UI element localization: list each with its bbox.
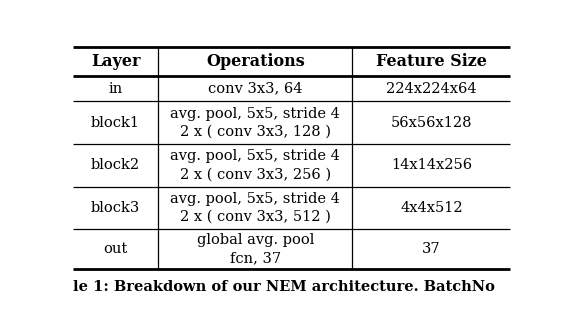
Text: Layer: Layer xyxy=(91,53,140,70)
Text: Operations: Operations xyxy=(206,53,305,70)
Text: 37: 37 xyxy=(422,242,441,256)
Text: block3: block3 xyxy=(91,201,140,215)
Text: avg. pool, 5x5, stride 4
2 x ( conv 3x3, 512 ): avg. pool, 5x5, stride 4 2 x ( conv 3x3,… xyxy=(171,192,340,224)
Text: 56x56x128: 56x56x128 xyxy=(391,116,472,130)
Text: block1: block1 xyxy=(91,116,140,130)
Text: 4x4x512: 4x4x512 xyxy=(400,201,463,215)
Text: block2: block2 xyxy=(91,158,140,172)
Text: avg. pool, 5x5, stride 4
2 x ( conv 3x3, 128 ): avg. pool, 5x5, stride 4 2 x ( conv 3x3,… xyxy=(171,107,340,139)
Text: 14x14x256: 14x14x256 xyxy=(391,158,472,172)
Text: out: out xyxy=(104,242,127,256)
Text: global avg. pool
fcn, 37: global avg. pool fcn, 37 xyxy=(197,233,314,265)
Text: conv 3x3, 64: conv 3x3, 64 xyxy=(208,82,303,95)
Text: Feature Size: Feature Size xyxy=(376,53,487,70)
Text: le 1: Breakdown of our NEM architecture. BatchNo: le 1: Breakdown of our NEM architecture.… xyxy=(73,281,495,294)
Text: avg. pool, 5x5, stride 4
2 x ( conv 3x3, 256 ): avg. pool, 5x5, stride 4 2 x ( conv 3x3,… xyxy=(171,149,340,181)
Text: 224x224x64: 224x224x64 xyxy=(386,82,477,95)
Text: in: in xyxy=(108,82,123,95)
